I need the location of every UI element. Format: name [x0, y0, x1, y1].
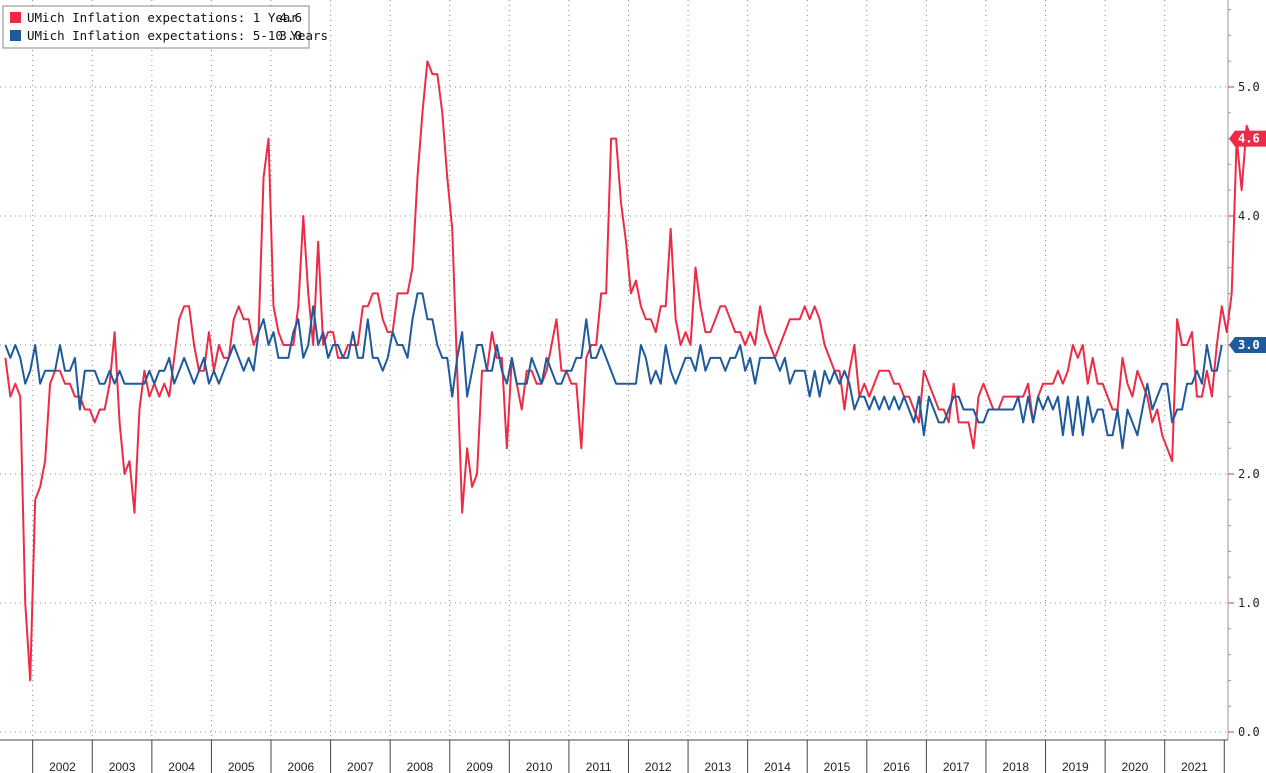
- legend-entry-value: 4.6: [279, 10, 302, 25]
- x-tick-label: 2017: [943, 760, 970, 773]
- x-tick-label: 2014: [764, 760, 791, 773]
- x-tick-label: 2018: [1002, 760, 1029, 773]
- x-tick-label: 2008: [407, 760, 434, 773]
- series-line-one-year: [4, 60, 1253, 682]
- legend-swatch: [10, 12, 21, 23]
- x-tick-label: 2002: [49, 760, 76, 773]
- x-tick-label: 2019: [1062, 760, 1089, 773]
- last-value-tag: [1229, 130, 1266, 147]
- legend-swatch: [10, 30, 21, 41]
- x-tick-label: 2010: [526, 760, 553, 773]
- axes: [0, 0, 1229, 741]
- x-tick-label: 2015: [824, 760, 851, 773]
- x-tick-label: 2013: [704, 760, 731, 773]
- legend-box: [2, 5, 310, 49]
- y-tick-label: 0.0: [1238, 725, 1260, 739]
- x-tick-label: 2004: [168, 760, 195, 773]
- x-tick-label: 2009: [466, 760, 493, 773]
- x-tick-label: 2020: [1122, 760, 1149, 773]
- y-tick-label: 2.0: [1238, 467, 1260, 481]
- x-axis-ticks: 2002 2003 2004 2005 2006 2007 2008 2009 2010 2011…: [32, 740, 1225, 773]
- x-tick-label: 2007: [347, 760, 374, 773]
- y-tick-label: 5.0: [1238, 80, 1260, 94]
- x-tick-label: 2005: [228, 760, 255, 773]
- legend-entry-value: 3.0: [279, 28, 302, 43]
- x-tick-label: 2011: [586, 760, 612, 773]
- y-tick-label: 1.0: [1238, 596, 1260, 610]
- last-value-tag: [1229, 337, 1266, 353]
- y-axis-ticks: 0.0 1.0 2.0 3.0 4.0 5.0: [1228, 9, 1260, 739]
- last-value-tag-label: 4.6: [1238, 132, 1260, 146]
- x-tick-label: 2012: [645, 760, 672, 773]
- legend-entry-name: UMich Inflation expectations: 5-10 Years: [27, 28, 328, 43]
- series-line-five-ten-years: [4, 292, 1223, 450]
- last-value-tags: 4.6 3.0: [1229, 130, 1266, 353]
- x-tick-label: 2003: [109, 760, 136, 773]
- legend-entry-name: UMich Inflation expectations: 1 Year: [27, 10, 298, 25]
- x-tick-label: 2006: [287, 760, 314, 773]
- y-tick-label: 4.0: [1238, 209, 1260, 223]
- x-tick-label: 2016: [883, 760, 910, 773]
- x-tick-label: 2021: [1181, 760, 1208, 773]
- series-lines: [4, 60, 1253, 682]
- last-value-tag-label: 3.0: [1238, 338, 1260, 352]
